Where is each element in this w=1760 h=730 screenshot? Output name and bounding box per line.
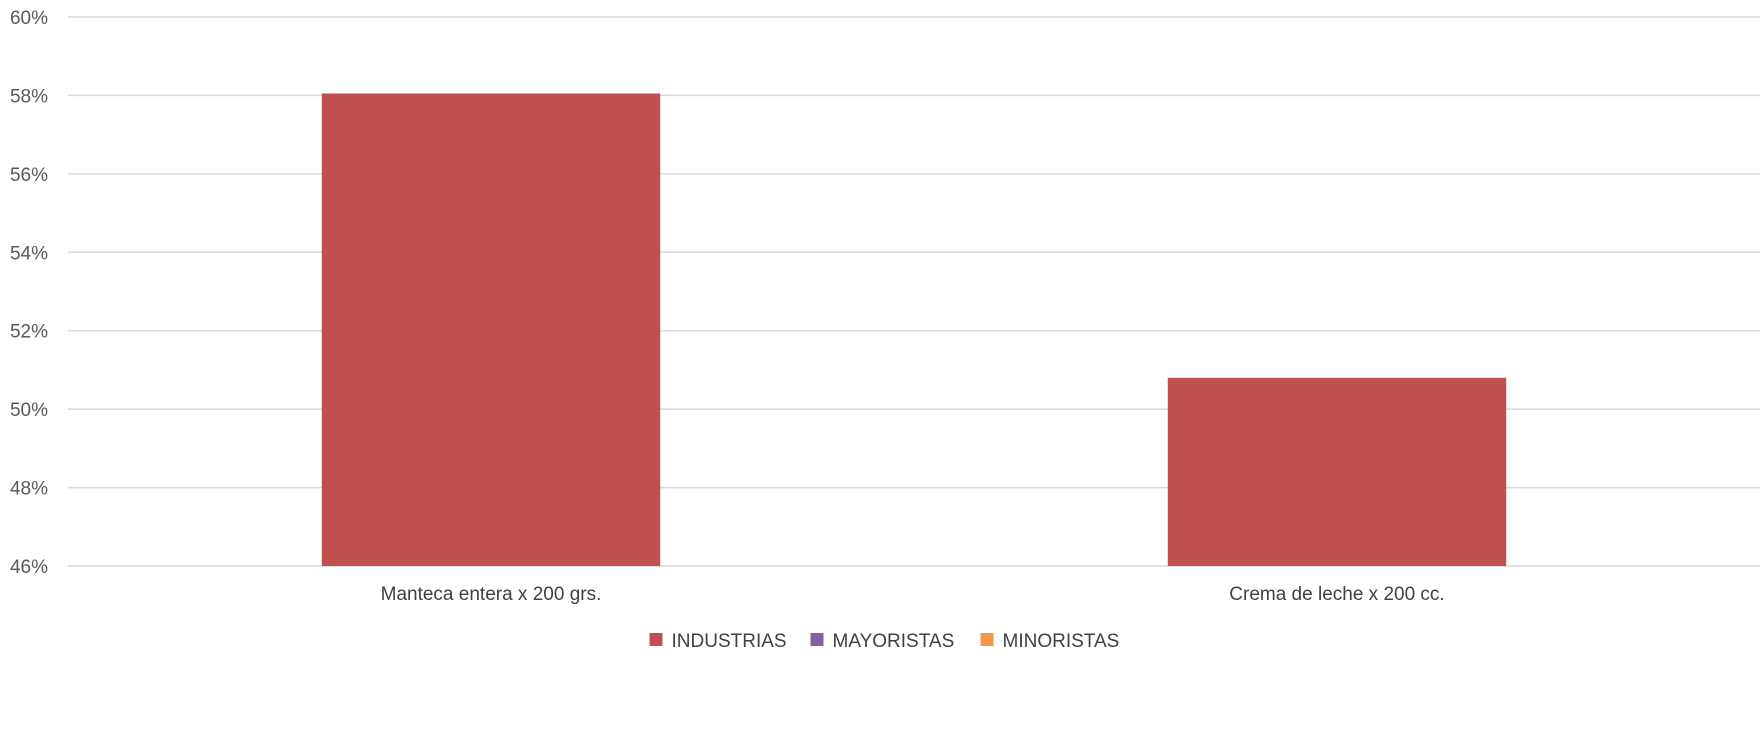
y-tick-label: 54% [10,243,48,264]
y-tick-label: 52% [10,322,48,343]
bar [1167,377,1507,566]
legend-swatch [980,633,994,646]
y-tick-label: 48% [10,479,48,500]
y-tick-label: 56% [10,165,48,186]
legend: INDUSTRIAS MAYORISTAS MINORISTAS [649,631,1120,652]
y-tick-label: 58% [10,86,48,107]
y-axis-tick-labels: 46% 48% 50% 52% 54% 56% 58% 60% [10,8,48,578]
legend-item: MAYORISTAS [810,631,955,652]
y-tick-label: 46% [10,557,48,578]
bars [321,93,1507,566]
legend-swatch [810,633,824,646]
legend-label: INDUSTRIAS [672,631,787,652]
x-category-label: Manteca entera x 200 grs. [381,584,602,605]
legend-item: INDUSTRIAS [649,631,787,652]
legend-label: MAYORISTAS [833,631,955,652]
x-axis-category-labels: Manteca entera x 200 grs. Crema de leche … [381,584,1445,605]
y-tick-label: 50% [10,400,48,421]
legend-item: MINORISTAS [980,631,1120,652]
x-category-label: Crema de leche x 200 cc. [1229,584,1444,605]
legend-swatch [649,633,663,646]
legend-label: MINORISTAS [1003,631,1120,652]
y-tick-label: 60% [10,8,48,29]
bar [321,93,661,566]
